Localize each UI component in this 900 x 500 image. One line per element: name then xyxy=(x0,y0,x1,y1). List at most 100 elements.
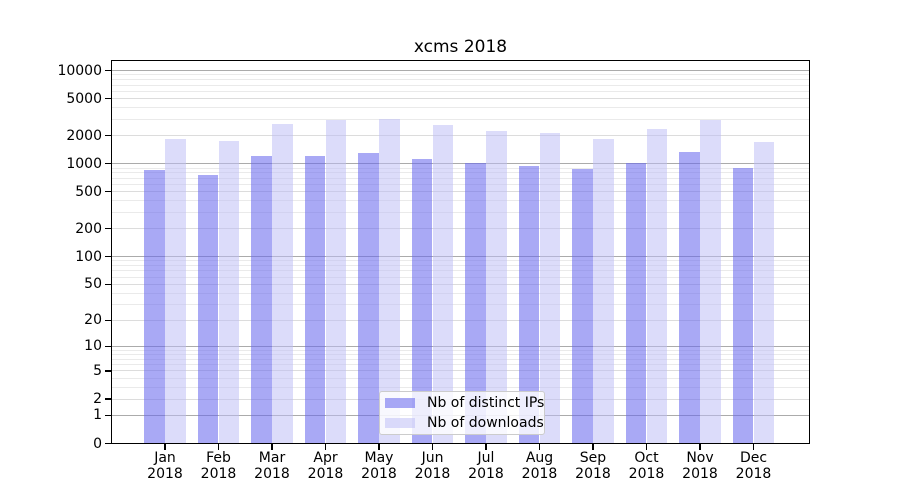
x-tick-month: Jun xyxy=(421,450,444,466)
x-tick-label: Jul 2018 xyxy=(458,450,514,482)
gridline-minor xyxy=(112,90,809,92)
y-tick-label: 10 xyxy=(84,338,102,355)
y-axis-tick xyxy=(105,98,111,100)
y-axis-tick xyxy=(105,283,111,285)
gridline-minor xyxy=(112,354,809,356)
bar-distinct-ips xyxy=(465,162,486,444)
x-tick-label: Sep 2018 xyxy=(565,450,621,482)
x-tick-year: 2018 xyxy=(414,466,451,482)
gridline-minor xyxy=(112,107,809,109)
y-axis-tick xyxy=(105,398,111,400)
x-tick-month: Jan xyxy=(154,450,176,466)
chart-title: xcms 2018 xyxy=(413,37,508,57)
x-tick-year: 2018 xyxy=(147,466,183,482)
x-tick-label: Apr 2018 xyxy=(298,450,354,482)
y-axis-tick xyxy=(105,228,111,230)
bar-distinct-ips xyxy=(197,174,219,444)
y-axis-tick xyxy=(105,70,111,72)
x-tick-year: 2018 xyxy=(521,466,558,482)
x-axis-tick xyxy=(431,444,434,450)
gridline-minor xyxy=(112,260,809,262)
legend-swatch-downloads-icon xyxy=(385,418,415,428)
x-axis-tick xyxy=(752,444,755,450)
x-tick-year: 2018 xyxy=(575,466,611,482)
x-tick-year: 2018 xyxy=(361,466,397,482)
x-tick-label: Mar 2018 xyxy=(244,450,300,482)
gridline-minor xyxy=(112,364,809,366)
gridline-medium xyxy=(112,283,809,285)
y-tick-label: 5000 xyxy=(66,90,102,107)
x-axis-tick xyxy=(378,444,380,450)
legend-entry-distinct-ips: Nb of distinct IPs xyxy=(380,393,544,412)
y-tick-label: 10000 xyxy=(57,62,102,79)
bar-distinct-ips xyxy=(732,168,754,444)
legend-label-downloads: Nb of downloads xyxy=(427,415,544,432)
x-tick-year: 2018 xyxy=(468,466,504,482)
y-tick-label: 500 xyxy=(75,183,102,200)
x-tick-label: Jan 2018 xyxy=(137,450,193,482)
y-axis-tick xyxy=(105,191,111,193)
y-axis-tick xyxy=(105,345,111,348)
gridline-minor xyxy=(112,386,809,388)
legend: Nb of distinct IPs Nb of downloads xyxy=(379,391,545,435)
x-tick-month: Aug xyxy=(525,450,554,466)
y-tick-label: 200 xyxy=(75,220,102,237)
y-axis-tick xyxy=(105,163,111,165)
bar-distinct-ips xyxy=(358,152,379,444)
y-tick-label: 0 xyxy=(93,435,102,452)
x-axis-tick xyxy=(271,444,273,450)
gridline-decade xyxy=(112,345,809,347)
x-axis-tick xyxy=(324,444,327,450)
y-tick-label: 5 xyxy=(93,362,102,379)
x-axis-tick xyxy=(485,444,487,450)
y-tick-label: 20 xyxy=(84,312,102,329)
bar-distinct-ips xyxy=(251,155,272,444)
gridline-minor xyxy=(112,167,809,169)
x-axis-tick xyxy=(217,444,220,450)
bar-distinct-ips xyxy=(518,166,540,444)
gridline-minor xyxy=(112,172,809,174)
x-tick-label: Dec 2018 xyxy=(726,450,782,482)
x-tick-month: Dec xyxy=(739,450,768,466)
gridline-minor xyxy=(112,349,809,351)
x-tick-month: Sep xyxy=(579,450,607,466)
gridline-decade xyxy=(112,70,809,72)
gridline-medium xyxy=(112,135,809,137)
x-tick-year: 2018 xyxy=(735,466,772,482)
bar-distinct-ips xyxy=(625,163,647,444)
x-tick-year: 2018 xyxy=(200,466,237,482)
x-tick-month: Jul xyxy=(477,450,495,466)
y-tick-label: 50 xyxy=(84,276,102,293)
y-tick-label: 1 xyxy=(93,407,102,424)
gridline-minor xyxy=(112,177,809,179)
bar-downloads xyxy=(165,139,186,444)
x-tick-label: Nov 2018 xyxy=(672,450,728,482)
gridline-minor xyxy=(112,74,809,76)
bar-downloads xyxy=(432,124,454,444)
x-tick-month: Nov xyxy=(686,450,714,466)
x-tick-label: Aug 2018 xyxy=(512,450,568,482)
y-axis-tick xyxy=(105,442,111,445)
x-tick-month: Mar xyxy=(258,450,286,466)
gridline-minor xyxy=(112,84,809,86)
y-tick-label: 100 xyxy=(75,248,102,265)
gridline-medium xyxy=(112,370,809,372)
gridline-minor xyxy=(112,292,809,294)
x-tick-year: 2018 xyxy=(307,466,344,482)
gridline-minor xyxy=(112,304,809,305)
bar-downloads xyxy=(486,130,507,444)
x-axis-tick xyxy=(699,444,701,450)
bar-distinct-ips xyxy=(572,168,593,444)
x-tick-year: 2018 xyxy=(628,466,665,482)
gridline-minor xyxy=(112,377,809,379)
bar-distinct-ips xyxy=(679,152,700,444)
gridline-minor xyxy=(112,211,809,213)
y-tick-label: 2000 xyxy=(66,127,102,144)
gridline-decade xyxy=(112,256,809,258)
gridline-medium xyxy=(112,319,809,321)
bar-downloads xyxy=(539,132,561,444)
legend-entry-downloads: Nb of downloads xyxy=(380,414,544,433)
bar-downloads xyxy=(700,119,721,444)
x-tick-year: 2018 xyxy=(254,466,290,482)
